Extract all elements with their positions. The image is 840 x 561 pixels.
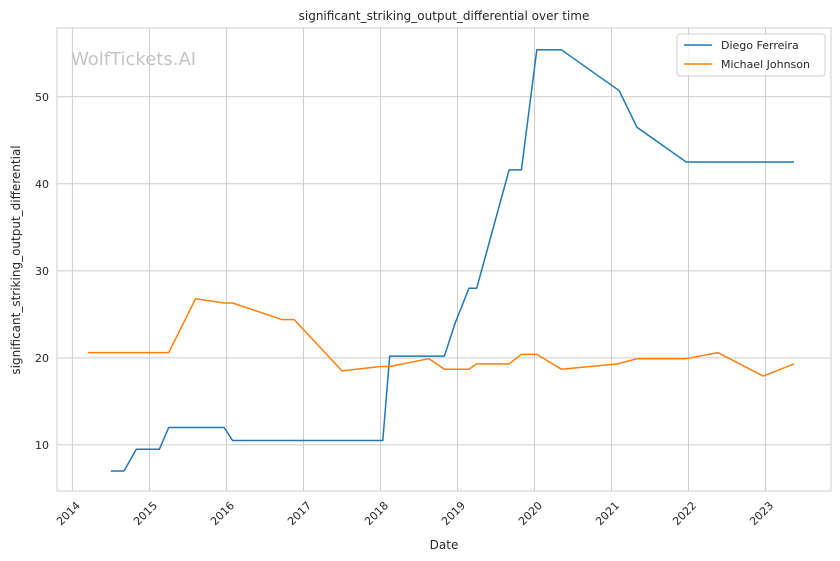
y-tick-label: 20 [35, 352, 49, 365]
series-lines [87, 49, 795, 472]
grid [57, 28, 831, 491]
y-axis-label: significant_striking_output_differential [9, 145, 23, 374]
plot-frame [56, 27, 832, 492]
y-tick-label: 40 [35, 178, 49, 191]
series-line-1 [110, 49, 794, 472]
y-tick-label: 50 [35, 91, 49, 104]
series-line-2 [87, 297, 795, 377]
chart-title: significant_striking_output_differential… [299, 9, 590, 23]
legend-box [676, 33, 826, 77]
legend-label: Diego Ferreira [721, 39, 799, 52]
y-tick-label: 30 [35, 265, 49, 278]
legend-label: Michael Johnson [721, 58, 810, 71]
plot-area [57, 28, 831, 491]
watermark-text: WolfTickets.AI [71, 49, 196, 70]
y-tick-label: 10 [35, 439, 49, 452]
x-axis-label: Date [430, 538, 459, 552]
legend: Diego Ferreira Michael Johnson [676, 33, 826, 77]
y-axis-ticks: 10 20 30 40 50 [35, 91, 49, 452]
